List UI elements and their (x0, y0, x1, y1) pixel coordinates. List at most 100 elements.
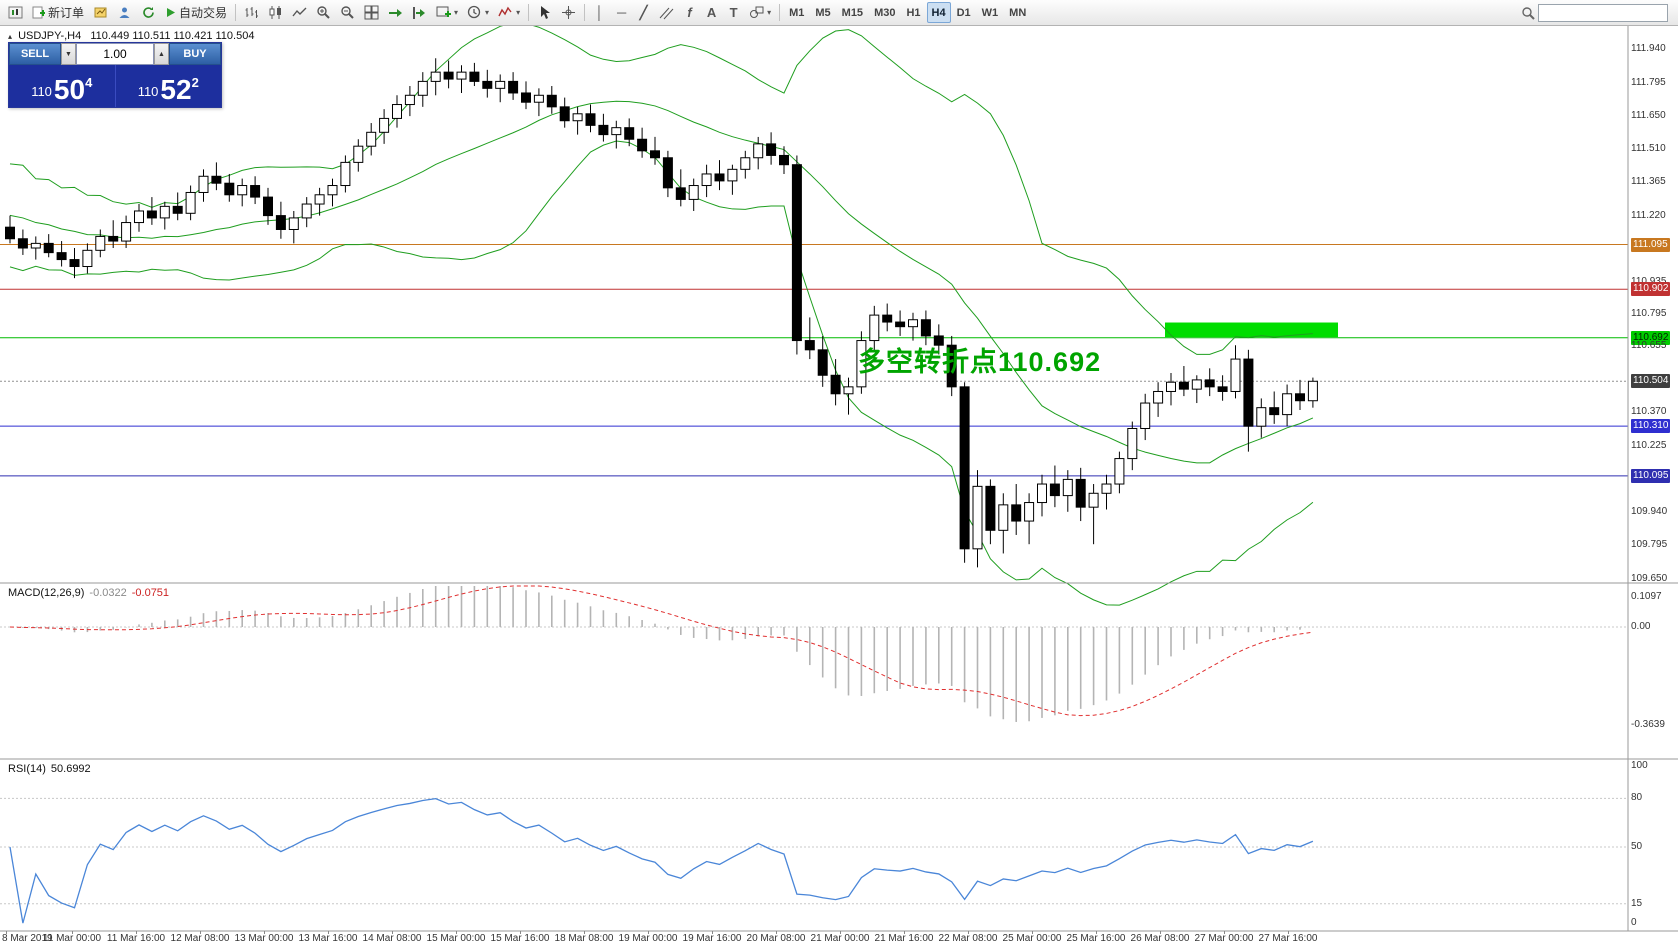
volume-increase-button[interactable]: ▲ (154, 43, 169, 65)
profile-icon[interactable] (113, 2, 136, 23)
timeframe-m5[interactable]: M5 (810, 2, 835, 23)
volume-input[interactable]: 1.00 (76, 43, 154, 65)
volume-decrease-button[interactable]: ▼ (61, 43, 76, 65)
candle-body (675, 187, 686, 200)
new-order-button[interactable]: 新订单 (28, 2, 88, 23)
sell-price-display[interactable]: 110 50 4 (9, 65, 116, 107)
label-tool[interactable]: T (723, 2, 744, 23)
time-tick-0 (6, 931, 7, 934)
timeframe-group: M1 M5 M15 M30 H1 H4 D1 W1 MN (784, 2, 1031, 23)
rsi-name: RSI(14) (8, 763, 46, 775)
buy-price-big: 52 (160, 74, 192, 105)
macd-name: MACD(12,26,9) (8, 587, 85, 599)
timeframe-w1[interactable]: W1 (977, 2, 1004, 23)
candle-body (650, 150, 660, 159)
vertical-line-tool[interactable]: │ (589, 2, 610, 23)
candle-body (1166, 381, 1176, 392)
refresh-icon[interactable] (137, 2, 160, 23)
buy-price-prefix: 110 (137, 84, 159, 99)
candle-body (521, 92, 531, 103)
time-tick-12 (776, 931, 777, 934)
candle-body (779, 154, 789, 166)
time-label-0: 8 Mar 2019 (2, 933, 53, 944)
tile-windows-icon[interactable] (360, 2, 383, 23)
candle-body (753, 143, 764, 159)
buy-button[interactable]: BUY (169, 43, 221, 65)
trendline-tool[interactable]: ╱ (633, 2, 654, 23)
period-dropdown[interactable]: ▾ (463, 2, 493, 23)
candle-body (275, 215, 286, 230)
text-tool[interactable]: A (701, 2, 722, 23)
candle-body (263, 196, 273, 217)
market-watch-icon[interactable] (89, 2, 112, 23)
timeframe-h4[interactable]: H4 (926, 2, 951, 23)
candle-body (1153, 390, 1164, 404)
price-tick-109.650: 109.650 (1631, 573, 1668, 584)
time-tick-1 (72, 931, 73, 934)
time-tick-3 (200, 931, 201, 934)
timeframe-mn[interactable]: MN (1004, 2, 1031, 23)
chevron-down-icon: ▾ (767, 8, 772, 17)
candle-body (1243, 358, 1254, 427)
timeframe-h1[interactable]: H1 (901, 2, 925, 23)
candlestick-icon[interactable] (264, 2, 287, 23)
candle-body (340, 161, 351, 187)
time-label-6: 14 Mar 08:00 (362, 933, 422, 944)
chevron-down-icon: ▾ (516, 8, 521, 17)
candle-body (895, 321, 906, 328)
bar-chart-icon[interactable] (240, 2, 263, 23)
chevron-down-icon: ▾ (485, 8, 490, 17)
chevron-down-icon: ▾ (454, 8, 459, 17)
candle-body (1088, 492, 1099, 508)
time-label-13: 21 Mar 00:00 (810, 933, 870, 944)
indicators-dropdown[interactable]: ▾ (494, 2, 524, 23)
zoom-out-icon[interactable] (336, 2, 359, 23)
candle-body (301, 203, 312, 219)
cursor-icon[interactable] (533, 2, 556, 23)
toolbar-search (1521, 3, 1668, 22)
buy-price-display[interactable]: 110 52 2 (116, 65, 222, 107)
collapse-icon[interactable]: ▴ (8, 32, 13, 41)
shapes-dropdown[interactable]: ▾ (745, 2, 775, 23)
new-order-label: 新订单 (48, 6, 85, 20)
highlight-box[interactable] (1165, 322, 1338, 338)
timeframe-m30[interactable]: M30 (869, 2, 900, 23)
price-tick-110.655: 110.655 (1631, 340, 1667, 351)
line-chart-icon[interactable] (288, 2, 311, 23)
time-label-10: 19 Mar 00:00 (618, 933, 678, 944)
candle-body (1269, 407, 1280, 416)
trade-panel-row: SELL ▼ 1.00 ▲ BUY (9, 43, 221, 65)
channel-tool[interactable] (655, 2, 678, 23)
sell-price-big: 50 (53, 74, 86, 105)
zoom-in-icon[interactable] (312, 2, 335, 23)
time-label-8: 15 Mar 16:00 (490, 933, 550, 944)
autotrading-button[interactable]: 自动交易 (161, 2, 231, 23)
time-tick-2 (136, 931, 137, 934)
sell-button[interactable]: SELL (9, 43, 61, 65)
candle-body (1217, 386, 1228, 392)
candle-body (82, 249, 93, 268)
candle-body (533, 94, 544, 103)
time-label-19: 27 Mar 00:00 (1194, 933, 1254, 944)
fibonacci-tool[interactable]: f (679, 2, 700, 23)
price-tick-111.095: 111.095 (1631, 238, 1670, 252)
auto-scroll-icon[interactable] (384, 2, 407, 23)
candle-body (727, 168, 738, 182)
chart-shift-icon[interactable] (408, 2, 431, 23)
timeframe-d1[interactable]: D1 (952, 2, 976, 23)
candle-body (624, 127, 635, 140)
timeframe-m15[interactable]: M15 (837, 2, 868, 23)
new-chart-dropdown[interactable]: ▾ (432, 2, 462, 23)
chart-annotation-text[interactable]: 多空转折点110.692 (858, 347, 1102, 377)
candle-body (30, 242, 41, 249)
candle-body (17, 238, 28, 249)
timeframe-m1[interactable]: M1 (784, 2, 809, 23)
horizontal-line-tool[interactable]: ─ (611, 2, 632, 23)
time-label-12: 20 Mar 08:00 (746, 933, 806, 944)
candle-body (1049, 483, 1060, 497)
crosshair-icon[interactable] (557, 2, 580, 23)
charts-icon[interactable] (4, 2, 27, 23)
candle-body (546, 94, 557, 108)
search-input[interactable] (1538, 3, 1668, 22)
